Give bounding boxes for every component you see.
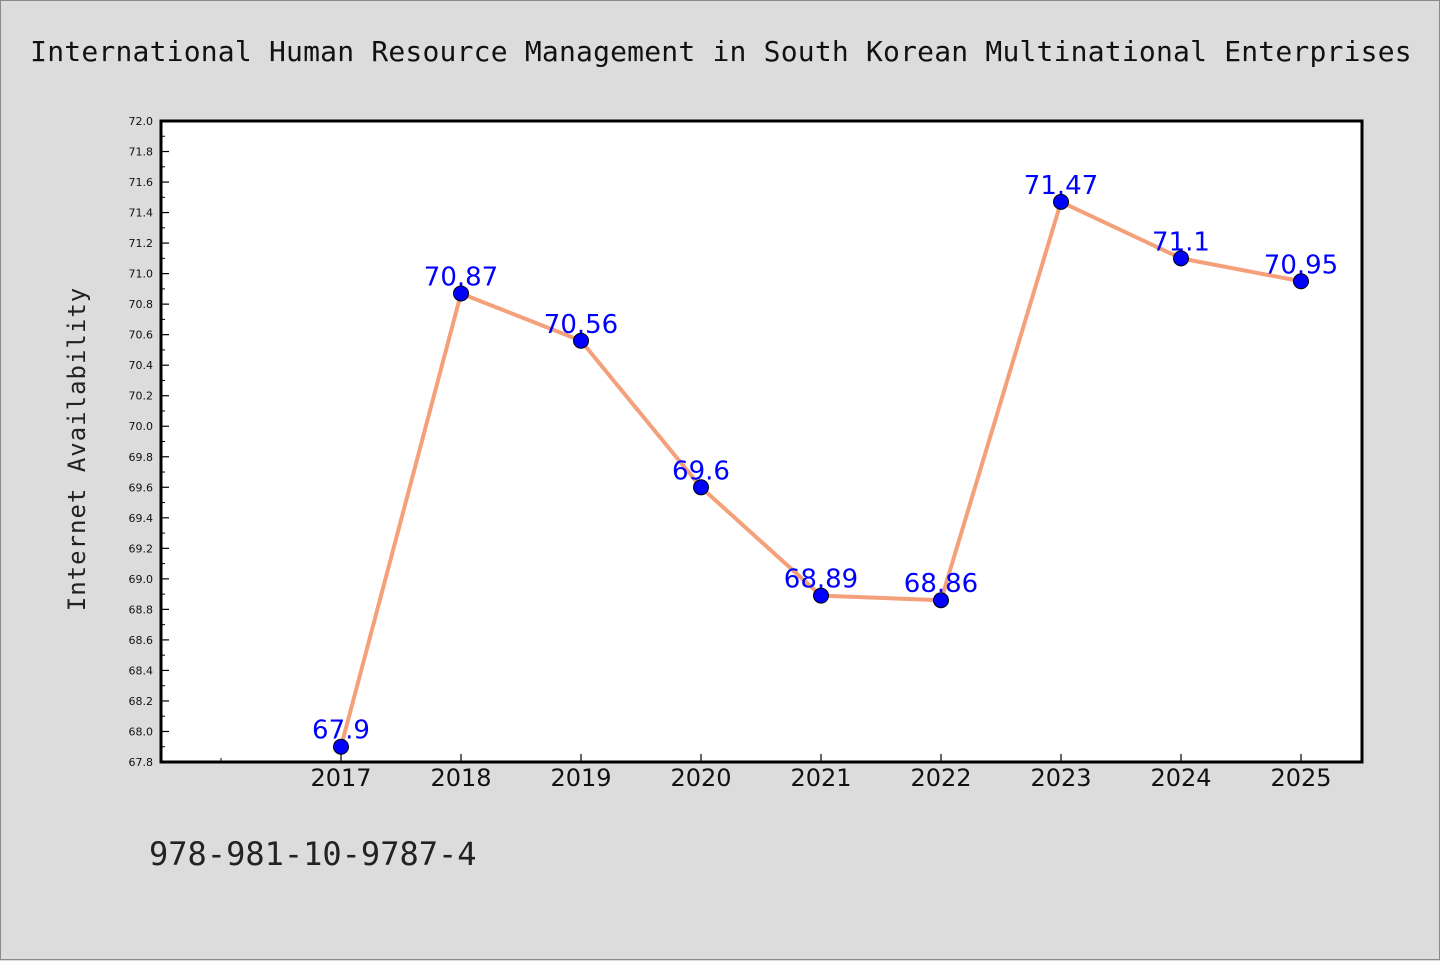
data-label: 70.95: [1264, 250, 1338, 280]
y-tick-label: 70.8: [129, 298, 154, 311]
data-point: [693, 479, 709, 496]
data-point: [1173, 250, 1189, 267]
y-tick-label: 71.0: [129, 268, 154, 281]
data-label: 69.6: [672, 456, 730, 486]
chart-title: International Human Resource Management …: [30, 35, 1412, 68]
x-tick-label: 2018: [430, 764, 491, 792]
x-axis: 2017 2018 2019 2020 2021 2022 2023 2024 2025: [220, 754, 1332, 792]
data-label: 71.1: [1152, 227, 1210, 257]
y-tick-label: 68.0: [129, 725, 154, 738]
y-tick-label: 69.0: [129, 573, 154, 586]
x-tick-label: 2023: [1030, 764, 1091, 792]
x-tick-label: 2021: [790, 764, 851, 792]
y-tick-label: 70.6: [129, 329, 154, 342]
data-point: [333, 738, 349, 755]
data-point: [573, 332, 589, 349]
x-tick-label: 2025: [1270, 764, 1331, 792]
x-tick-label: 2022: [910, 764, 971, 792]
y-tick-label: 69.4: [129, 512, 154, 525]
x-tick-label: 2020: [670, 764, 731, 792]
y-tick-label: 67.8: [129, 756, 154, 769]
x-tick-label: 2024: [1150, 764, 1211, 792]
y-tick-label: 68.4: [129, 664, 154, 677]
data-label: 67.9: [312, 716, 370, 746]
data-point: [1293, 273, 1309, 290]
data-label: 70.87: [424, 262, 498, 292]
y-tick-label: 71.8: [129, 146, 154, 159]
series-layer: 67.9 70.87 70.56 69.6 68.89 68.86 71.47 71.1 70.…: [312, 171, 1338, 755]
y-tick-label: 69.2: [129, 542, 154, 555]
plot-area: [159, 119, 1364, 764]
y-tick-label: 68.8: [129, 603, 154, 616]
y-tick-label: 71.4: [129, 207, 154, 220]
y-tick-label: 69.8: [129, 451, 154, 464]
y-tick-label: 70.4: [129, 359, 154, 372]
data-point: [1053, 193, 1069, 210]
y-tick-label: 68.2: [129, 695, 154, 708]
y-tick-label: 71.2: [129, 237, 154, 250]
y-tick-label: 69.6: [129, 481, 154, 494]
y-tick-label: 68.6: [129, 634, 154, 647]
data-point: [453, 285, 469, 302]
y-tick-label: 70.2: [129, 390, 154, 403]
y-tick-label: 71.6: [129, 176, 154, 189]
data-label: 68.89: [784, 565, 858, 595]
data-label: 70.56: [544, 310, 618, 340]
data-label: 71.47: [1024, 171, 1098, 201]
data-label: 68.86: [904, 569, 978, 599]
x-tick-label: 2017: [310, 764, 371, 792]
y-axis: 67.8 68.0 68.2 68.4 68.6 68.8 69.0 69.2 69.4 69.6…: [129, 115, 169, 769]
data-point: [813, 587, 829, 604]
isbn-text: 978-981-10-9787-4: [149, 835, 477, 873]
y-tick-label: 70.0: [129, 420, 154, 433]
data-point: [933, 592, 949, 609]
y-tick-label: 72.0: [129, 115, 154, 128]
x-tick-label: 2019: [550, 764, 611, 792]
